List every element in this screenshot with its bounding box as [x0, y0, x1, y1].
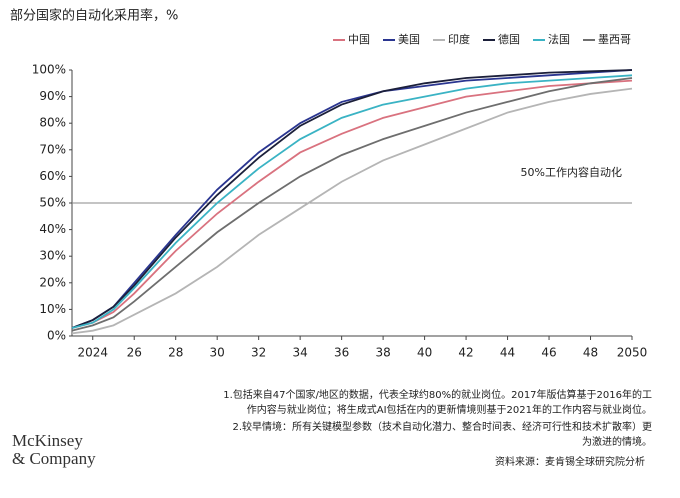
y-tick-label: 90%	[39, 89, 66, 103]
x-tick-label: 2024	[77, 346, 108, 360]
y-tick-label: 80%	[39, 116, 66, 130]
legend-label: 墨西哥	[598, 33, 631, 46]
chart-title: 部分国家的自动化采用率，%	[10, 8, 178, 24]
logo: McKinsey	[12, 431, 83, 450]
y-tick-label: 50%	[39, 196, 66, 210]
series-line	[71, 79, 633, 329]
legend-label: 法国	[548, 32, 570, 46]
x-tick-label: 40	[417, 346, 432, 360]
series-line	[71, 69, 633, 329]
x-tick-label: 32	[251, 346, 266, 360]
x-tick-label: 38	[375, 346, 390, 360]
x-tick-label: 48	[583, 346, 598, 360]
x-tick-label: 44	[500, 346, 515, 360]
series-line	[71, 69, 633, 329]
footnote: 作内容与就业岗位；将生成式AI包括在内的更新情境则基于2021年的工作内容与就业…	[247, 403, 652, 416]
footnote: 为激进的情境。	[582, 435, 652, 448]
x-tick-label: 42	[458, 346, 473, 360]
legend-label: 印度	[448, 32, 470, 46]
legend-label: 美国	[398, 33, 420, 46]
y-tick-label: 100%	[32, 63, 66, 77]
y-tick-label: 60%	[39, 169, 66, 183]
y-tick-label: 70%	[39, 142, 66, 156]
reference-label: 50%工作内容自动化	[521, 165, 622, 179]
logo: & Company	[12, 449, 96, 468]
series-line	[71, 77, 633, 332]
footnote: 1.包括来自47个国家/地区的数据，代表全球约80%的就业岗位。2017年版估算…	[223, 388, 652, 401]
series-line	[71, 74, 633, 329]
legend-label: 中国	[348, 33, 370, 46]
source: 资料来源：麦肯锡全球研究院分析	[495, 455, 645, 468]
y-tick-label: 10%	[39, 302, 66, 316]
y-tick-label: 20%	[39, 275, 66, 289]
x-tick-label: 46	[541, 346, 556, 360]
y-tick-label: 30%	[39, 249, 66, 263]
x-tick-label: 26	[127, 346, 142, 360]
x-tick-label: 30	[210, 346, 225, 360]
x-tick-label: 34	[293, 346, 308, 360]
footnote: 2.较早情境：所有关键模型参数（技术自动化潜力、整合时间表、经济可行性和技术扩散…	[232, 420, 652, 433]
x-tick-label: 36	[334, 346, 349, 360]
series-line	[71, 87, 633, 335]
x-tick-label: 28	[168, 346, 183, 360]
legend-label: 德国	[498, 32, 520, 46]
x-tick-label: 2050	[617, 346, 648, 360]
y-tick-label: 0%	[47, 329, 66, 343]
y-tick-label: 40%	[39, 222, 66, 236]
